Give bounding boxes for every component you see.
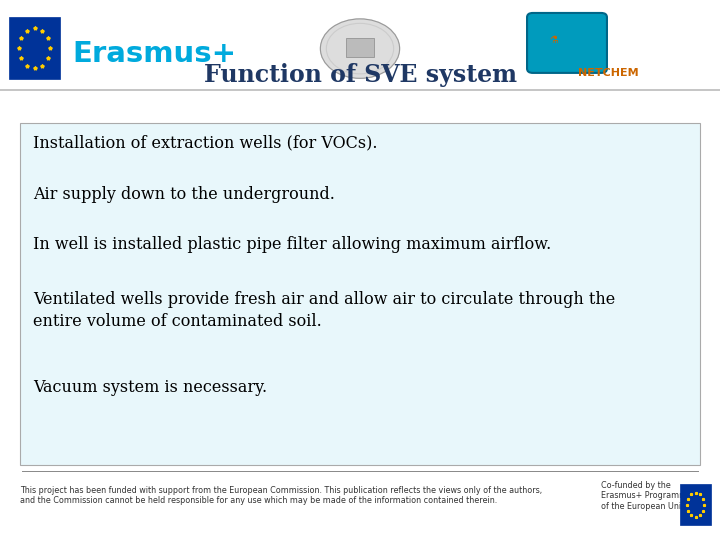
FancyBboxPatch shape [527, 13, 607, 73]
Text: Installation of extraction wells (for VOCs).: Installation of extraction wells (for VO… [33, 134, 377, 152]
FancyBboxPatch shape [0, 0, 720, 90]
Text: NETCHEM: NETCHEM [578, 68, 639, 78]
Text: Vacuum system is necessary.: Vacuum system is necessary. [33, 379, 267, 396]
Text: Function of SVE system: Function of SVE system [204, 63, 516, 86]
Circle shape [320, 19, 400, 78]
FancyBboxPatch shape [346, 38, 374, 57]
Text: In well is installed plastic pipe filter allowing maximum airflow.: In well is installed plastic pipe filter… [33, 235, 552, 253]
FancyBboxPatch shape [9, 17, 60, 79]
FancyBboxPatch shape [680, 484, 711, 525]
FancyBboxPatch shape [20, 123, 700, 465]
Text: Co-funded by the
Erasmus+ Programme
of the European Union: Co-funded by the Erasmus+ Programme of t… [601, 481, 693, 511]
Text: Erasmus+: Erasmus+ [72, 40, 236, 68]
Text: ⚗: ⚗ [549, 35, 558, 45]
Text: This project has been funded with support from the European Commission. This pub: This project has been funded with suppor… [20, 486, 542, 505]
Text: Ventilated wells provide fresh air and allow air to circulate through the
entire: Ventilated wells provide fresh air and a… [33, 291, 616, 330]
Text: Air supply down to the underground.: Air supply down to the underground. [33, 186, 335, 203]
